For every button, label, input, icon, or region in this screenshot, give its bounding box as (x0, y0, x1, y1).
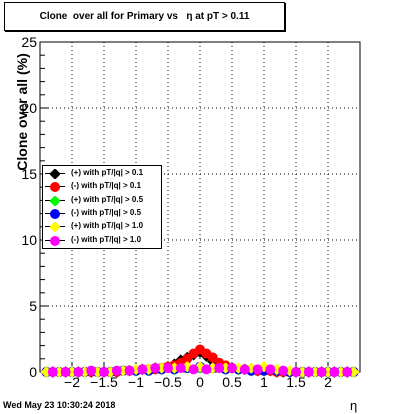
y-tick-label: 25 (21, 34, 37, 50)
legend-diamond (50, 169, 60, 179)
legend-circle (50, 235, 60, 246)
data-point (47, 367, 58, 377)
legend-label: (+) with pT/|q| > 0.1 (71, 168, 144, 177)
legend-label: (-) with pT/|q| > 0.5 (71, 207, 142, 217)
data-point (201, 364, 212, 375)
y-tick-label: 0 (29, 364, 37, 380)
data-point (239, 364, 250, 375)
data-point (175, 363, 186, 374)
data-marks (40, 344, 360, 378)
y-tick-label: 15 (21, 166, 37, 182)
data-point (124, 365, 135, 376)
series-5 (47, 363, 353, 377)
legend-label: (-) with pT/|q| > 1.0 (71, 234, 142, 244)
data-point (316, 367, 327, 377)
x-tick-label: −1 (128, 374, 144, 390)
x-tick-label: 1 (260, 374, 268, 390)
data-point (150, 363, 161, 374)
footer-date: Wed May 23 10:30:24 2018 (3, 400, 116, 410)
y-tick-label: 5 (29, 298, 37, 314)
chart-title-box: Clone over all for Primary vs η at pT > … (4, 2, 285, 31)
legend-marker (50, 182, 60, 193)
data-point (291, 367, 301, 377)
legend-label: (+) with pT/|q| > 1.0 (71, 221, 144, 231)
legend-entry: (+) with pT/|q| > 0.1 (43, 167, 161, 180)
data-point (278, 365, 289, 376)
legend-circle (50, 208, 60, 219)
legend-entry: (+) with pT/|q| > 0.5 (43, 194, 161, 207)
legend-label: (+) with pT/|q| > 0.5 (71, 194, 144, 204)
x-tick-label: −0.5 (154, 374, 182, 390)
y-tick-label: 20 (21, 100, 37, 116)
legend-marker (50, 235, 60, 246)
data-point (227, 363, 237, 374)
legend-label: (-) with pT/|q| > 0.1 (71, 181, 142, 191)
legend: (+) with pT/|q| > 0.1 (-) with pT/|q| > 0… (42, 165, 162, 249)
x-tick-label: 2 (324, 374, 332, 390)
legend-diamond (50, 195, 60, 206)
data-point (252, 364, 263, 375)
legend-marker (50, 169, 60, 179)
x-tick-label: 1.5 (286, 374, 306, 390)
x-tick-label: 0 (196, 374, 204, 390)
legend-marker (50, 195, 60, 206)
legend-entry: (-) with pT/|q| > 0.1 (43, 180, 161, 193)
legend-entry: (+) with pT/|q| > 1.0 (43, 220, 161, 233)
y-axis-label: Clone over all (%) (14, 53, 30, 171)
chart-title: Clone over all for Primary vs η at pT > … (39, 11, 250, 22)
legend-entry: (-) with pT/|q| > 1.0 (43, 234, 161, 247)
data-point (60, 367, 71, 377)
legend-marker (50, 222, 60, 233)
data-point (342, 367, 353, 377)
x-tick-label: 0.5 (222, 374, 242, 390)
data-point (207, 352, 218, 363)
legend-diamond (50, 222, 60, 233)
data-point (163, 363, 173, 374)
legend-marker (50, 208, 60, 219)
x-tick-label: −2 (64, 374, 80, 390)
data-point (265, 364, 276, 375)
data-point (214, 363, 225, 374)
data-point (188, 364, 199, 375)
x-axis-label: η (350, 398, 358, 413)
data-point (99, 367, 109, 377)
data-point (73, 367, 84, 377)
x-tick-label: −1.5 (90, 374, 118, 390)
y-tick-label: 10 (21, 232, 37, 248)
data-point (137, 364, 148, 375)
legend-entry: (-) with pT/|q| > 0.5 (43, 207, 161, 220)
data-point (329, 367, 340, 377)
data-point (86, 365, 97, 376)
data-point (303, 367, 314, 377)
data-point (111, 365, 122, 376)
legend-circle (50, 182, 60, 193)
